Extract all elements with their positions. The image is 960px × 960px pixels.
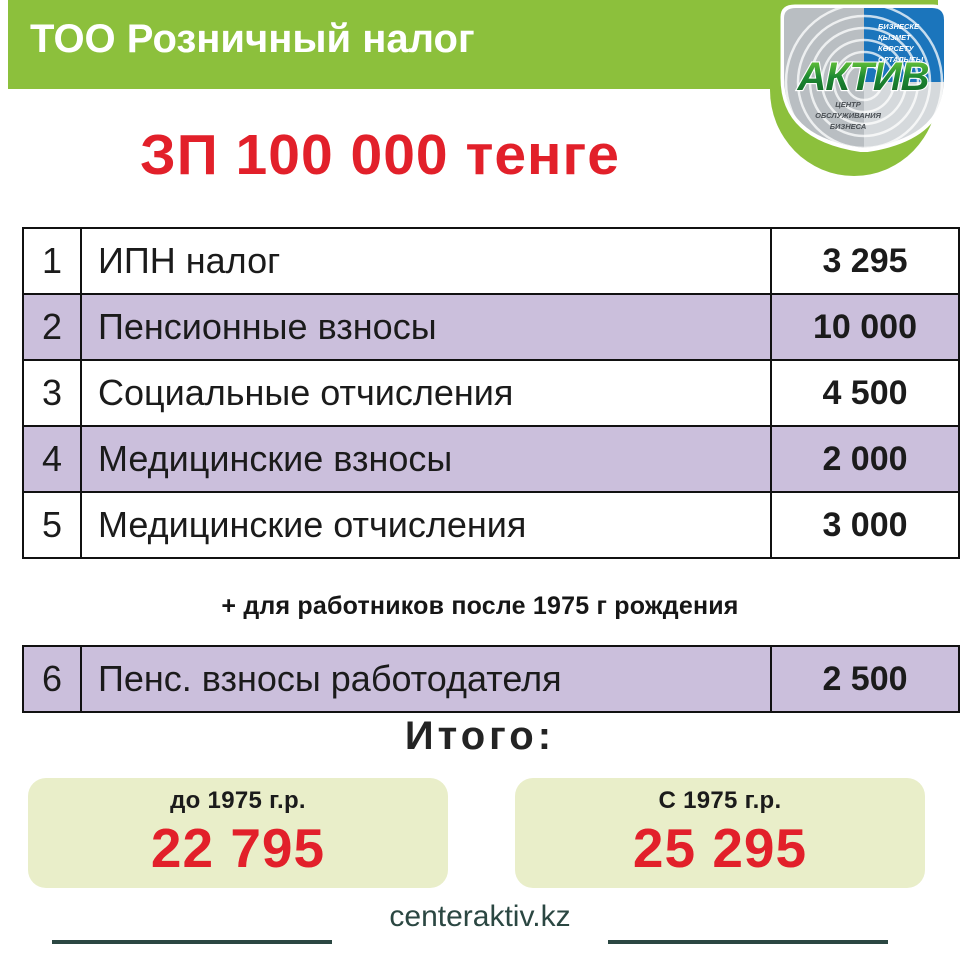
employer-contribution-table: 6 Пенс. взносы работодателя 2 500 [22, 645, 960, 713]
aktiv-logo: БИЗНЕСКЕ ҚЫЗМЕТ КӨРСЕТУ ОРТАЛЫҒЫ АКТИВ Ц… [762, 4, 954, 153]
aktiv-logo-icon: БИЗНЕСКЕ ҚЫЗМЕТ КӨРСЕТУ ОРТАЛЫҒЫ АКТИВ Ц… [780, 4, 948, 153]
row-label: Социальные отчисления [80, 359, 772, 427]
row-number: 6 [22, 645, 82, 713]
footer-rule-right [608, 940, 888, 944]
logo-ru-line3: БИЗНЕСА [830, 122, 867, 131]
total-box-before-1975: до 1975 г.р. 22 795 [28, 778, 448, 888]
table-row: 1 ИПН налог 3 295 [22, 227, 960, 295]
total-label-from-1975: С 1975 г.р. [658, 787, 782, 814]
total-heading: Итого: [404, 714, 556, 758]
table-row: 3 Социальные отчисления 4 500 [22, 359, 960, 427]
table-row: 5 Медицинские отчисления 3 000 [22, 491, 960, 559]
logo-ru-line1: ЦЕНТР [835, 100, 861, 109]
row-value: 4 500 [770, 359, 960, 427]
table-row: 2 Пенсионные взносы 10 000 [22, 293, 960, 361]
logo-ru-line2: ОБСЛУЖИВАНИЯ [815, 111, 881, 120]
table-row: 6 Пенс. взносы работодателя 2 500 [22, 645, 960, 713]
footer-rule-left [52, 940, 332, 944]
page-title: ЗП 100 000 тенге [140, 123, 620, 187]
total-box-from-1975: С 1975 г.р. 25 295 [515, 778, 925, 888]
row-number: 3 [22, 359, 82, 427]
row-number: 5 [22, 491, 82, 559]
note-text: + для работников после 1975 г рождения [221, 592, 739, 620]
row-value: 10 000 [770, 293, 960, 361]
row-label: Медицинские отчисления [80, 491, 772, 559]
row-label: ИПН налог [80, 227, 772, 295]
row-number: 2 [22, 293, 82, 361]
row-label: Медицинские взносы [80, 425, 772, 493]
row-label: Пенсионные взносы [80, 293, 772, 361]
row-value: 2 500 [770, 645, 960, 713]
logo-brand-text: АКТИВ [796, 55, 928, 99]
row-label: Пенс. взносы работодателя [80, 645, 772, 713]
row-number: 1 [22, 227, 82, 295]
row-value: 2 000 [770, 425, 960, 493]
logo-kk-line1: БИЗНЕСКЕ [878, 22, 920, 31]
total-value-before-1975: 22 795 [150, 817, 326, 879]
header-title: ТОО Розничный налог [30, 17, 475, 61]
row-value: 3 295 [770, 227, 960, 295]
total-label-before-1975: до 1975 г.р. [170, 787, 306, 814]
row-number: 4 [22, 425, 82, 493]
total-value-from-1975: 25 295 [632, 817, 808, 879]
header-bar [8, 0, 888, 89]
logo-kk-line4: ОРТАЛЫҒЫ [878, 55, 924, 64]
website-url[interactable]: centeraktiv.kz [389, 900, 571, 933]
deductions-table: 1 ИПН налог 3 295 2 Пенсионные взносы 10… [22, 227, 960, 559]
row-value: 3 000 [770, 491, 960, 559]
logo-kk-line2: ҚЫЗМЕТ [878, 33, 912, 42]
table-row: 4 Медицинские взносы 2 000 [22, 425, 960, 493]
logo-kk-line3: КӨРСЕТУ [878, 44, 914, 53]
